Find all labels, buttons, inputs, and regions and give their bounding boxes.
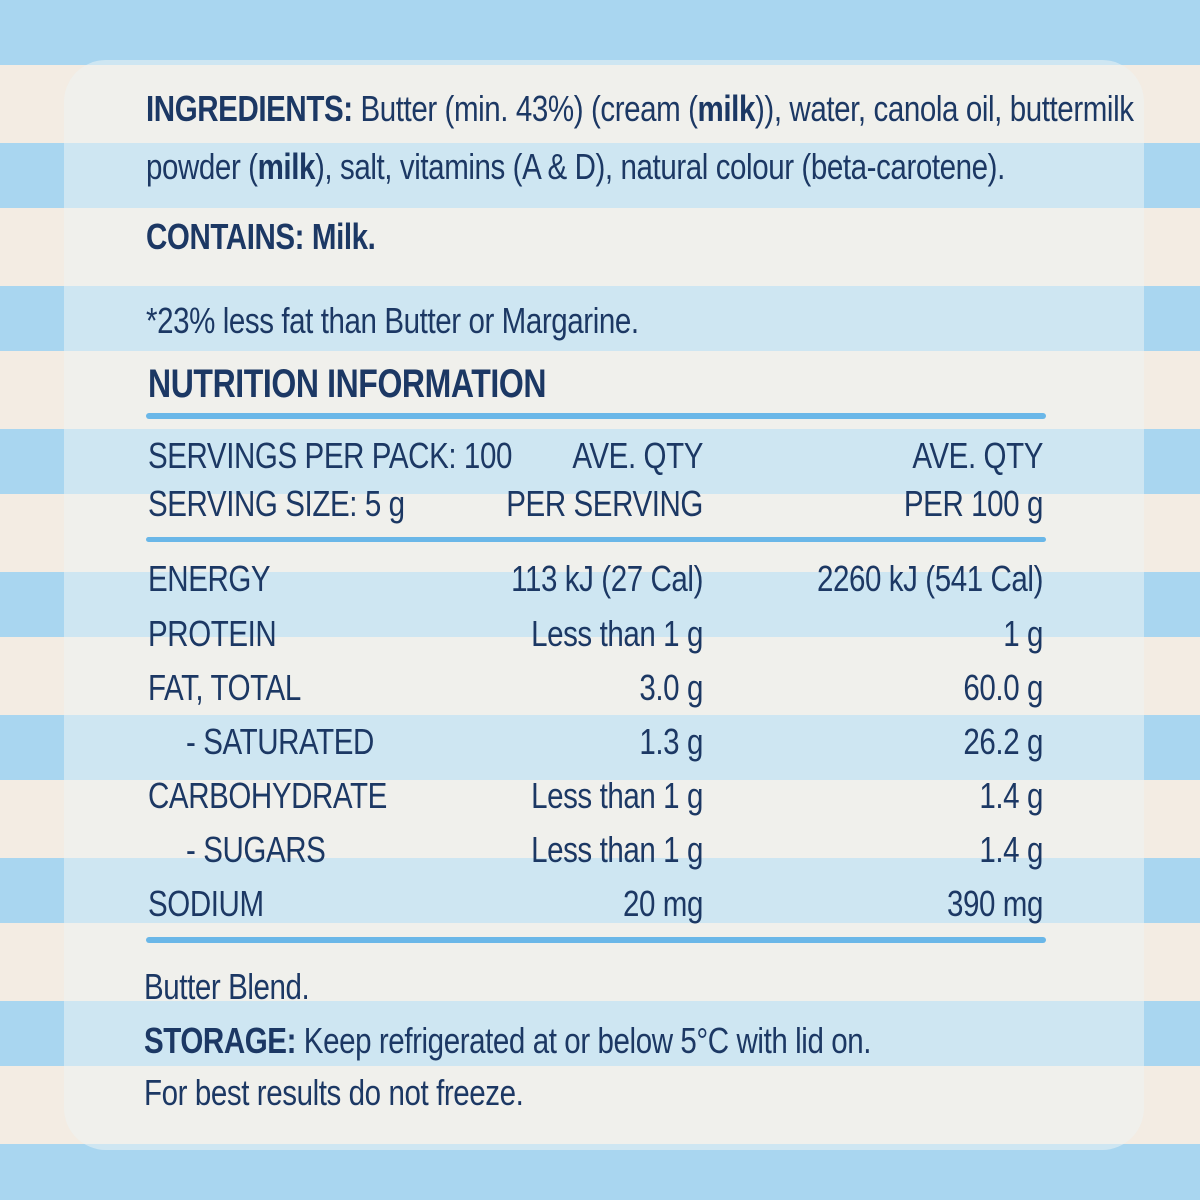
nutrient-per-100g: 390 mg [946,883,1043,924]
col-header-100g-2: PER 100 g [903,483,1044,524]
nutrient-per-100g: 60.0 g [963,667,1043,708]
ingredients-line-1: INGREDIENTS: Butter (min. 43%) (cream (m… [146,88,1134,130]
allergen-milk: milk [697,88,756,129]
contains-statement: CONTAINS: Milk. [146,216,376,257]
storage-text: Keep refrigerated at or below 5°C with l… [303,1020,872,1061]
nutrient-name: FAT, TOTAL [148,667,301,708]
rule-bottom [146,937,1046,943]
nutrient-per-100g: 2260 kJ (541 Cal) [816,558,1043,599]
ingredients-text: Butter (min. 43%) (cream ( [360,88,698,129]
col-header-serving-2: PER SERVING [506,483,703,524]
nutrient-per-serving: Less than 1 g [531,829,703,870]
nutrient-per-100g: 1.4 g [979,775,1043,816]
ingredients-line-2: powder (milk), salt, vitamins (A & D), n… [146,146,1005,188]
nutrient-name: CARBOHYDRATE [148,775,387,816]
servings-per-pack: SERVINGS PER PACK: 100 [148,435,512,476]
nutrient-per-serving: Less than 1 g [531,613,703,654]
nutrition-title: NUTRITION INFORMATION [148,362,547,406]
serving-size: SERVING SIZE: 5 g [148,483,405,524]
ingredients-label: INGREDIENTS: [146,88,353,129]
ingredients-text: ), salt, vitamins (A & D), natural colou… [315,146,1005,187]
ingredients-text: )), water, canola oil, buttermilk [754,88,1134,129]
col-header-100g-1: AVE. QTY [912,435,1043,476]
nutrient-name: SODIUM [148,883,264,924]
product-name: Butter Blend. [144,966,310,1007]
nutrient-name: ENERGY [148,558,271,599]
nutrient-per-serving: 1.3 g [639,721,703,762]
nutrient-per-serving: 113 kJ (27 Cal) [511,558,703,599]
nutrient-name: - SUGARS [186,829,326,870]
allergen-milk: milk [257,146,316,187]
nutrient-per-serving: 20 mg [622,883,703,924]
nutrient-per-100g: 26.2 g [963,721,1043,762]
nutrient-per-serving: 3.0 g [639,667,703,708]
rule-top [146,413,1046,419]
storage-note: For best results do not freeze. [144,1072,524,1113]
footnote: *23% less fat than Butter or Margarine. [146,300,639,341]
storage-line: STORAGE: Keep refrigerated at or below 5… [144,1020,871,1062]
ingredients-text: powder ( [146,146,258,187]
rule-header [146,537,1046,542]
nutrient-name: - SATURATED [186,721,374,762]
nutrient-per-serving: Less than 1 g [531,775,703,816]
col-header-serving-1: AVE. QTY [572,435,703,476]
label-panel [64,60,1144,1150]
nutrient-per-100g: 1.4 g [979,829,1043,870]
nutrient-name: PROTEIN [148,613,277,654]
nutrient-per-100g: 1 g [1003,613,1043,654]
storage-label: STORAGE: [144,1020,296,1061]
